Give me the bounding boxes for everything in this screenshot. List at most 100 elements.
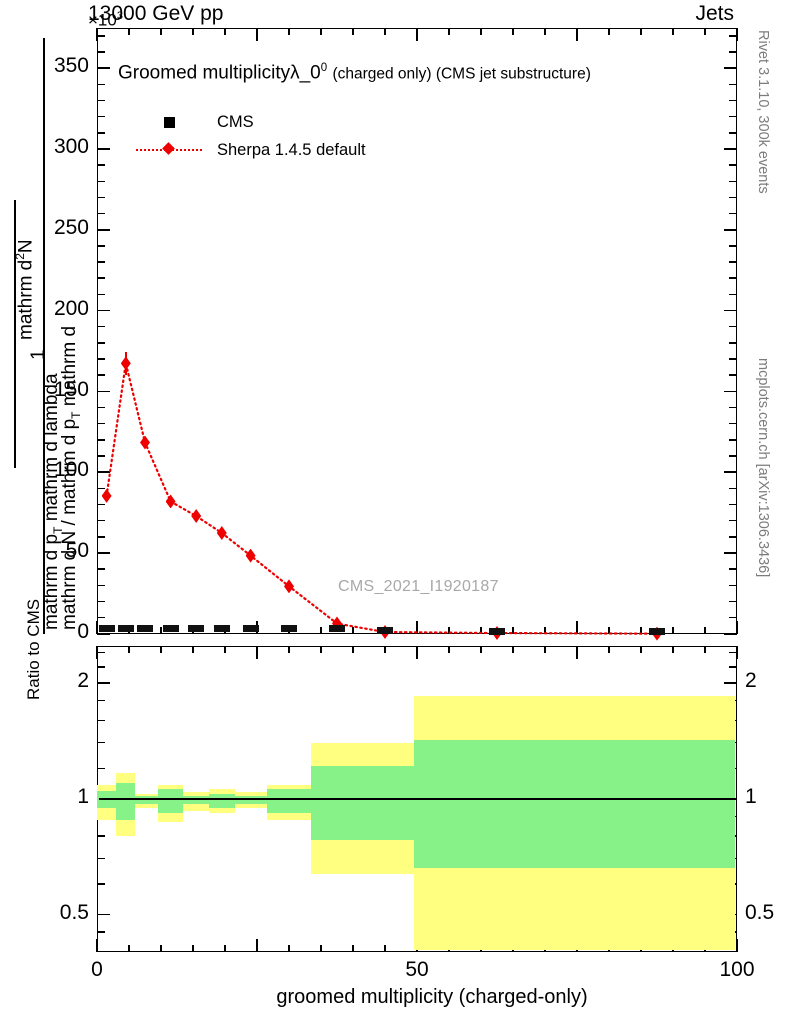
legend-item-cms[interactable]: CMS xyxy=(133,108,366,136)
y-tick-minor xyxy=(97,83,105,86)
y-tick-major xyxy=(97,552,110,554)
y-tick-minor xyxy=(729,325,737,328)
legend-label: Sherpa 1.4.5 default xyxy=(217,140,366,159)
y-tick-minor xyxy=(97,261,105,263)
ratio-green-band xyxy=(209,794,235,808)
ratio-y-tick-minor xyxy=(97,857,105,860)
sherpa-data-point[interactable] xyxy=(332,616,342,631)
x-tick xyxy=(576,28,578,41)
sherpa-data-point[interactable] xyxy=(140,435,150,450)
cms-data-point[interactable] xyxy=(377,627,393,635)
y-tick-minor xyxy=(97,536,105,538)
y-tick-major xyxy=(724,633,737,635)
x-tick xyxy=(160,28,162,35)
cms-data-point[interactable] xyxy=(281,624,297,632)
x-tick xyxy=(672,627,674,634)
x-tick xyxy=(96,28,98,41)
ratio-y-tick-minor xyxy=(97,835,105,837)
sherpa-data-point[interactable] xyxy=(191,509,202,524)
diamond-marker-icon xyxy=(133,142,205,155)
y-tick-minor xyxy=(729,196,737,199)
cms-data-point[interactable] xyxy=(242,624,259,632)
ratio-y-tick-minor xyxy=(729,666,737,668)
ratio-green-band xyxy=(116,783,136,821)
cms-data-point[interactable] xyxy=(188,624,205,632)
x-tick xyxy=(256,939,258,952)
x-tick xyxy=(128,646,130,653)
ratio-y-tick-label: 0.5 xyxy=(59,900,89,924)
y-tick-minor xyxy=(729,600,737,603)
sherpa-data-point[interactable] xyxy=(165,494,176,509)
x-tick xyxy=(608,28,610,35)
ratio-y-tick-label: 2 xyxy=(745,669,757,693)
y-tick-minor xyxy=(97,519,105,522)
ratio-y-tick-minor xyxy=(97,931,105,933)
y-tick-minor xyxy=(729,406,737,409)
y-tick-minor xyxy=(729,503,737,506)
x-tick xyxy=(704,646,706,653)
y-tick-major xyxy=(724,552,737,554)
y-tick-minor xyxy=(729,180,737,183)
x-tick xyxy=(448,28,450,35)
y-tick-minor xyxy=(729,584,737,587)
sherpa-data-point[interactable] xyxy=(120,356,131,371)
legend-item-sherpa[interactable]: Sherpa 1.4.5 default xyxy=(133,136,366,164)
y-tick-major xyxy=(97,471,110,473)
ratio-y-tick-label: 1 xyxy=(745,785,757,808)
cms-data-point[interactable] xyxy=(137,624,153,632)
x-tick xyxy=(544,28,546,35)
cms-data-point[interactable] xyxy=(117,624,134,632)
ratio-y-tick-minor xyxy=(97,741,105,744)
x-tick xyxy=(160,945,162,952)
legend: CMS Sherpa 1.4.5 default xyxy=(133,108,366,164)
ratio-reference-line xyxy=(98,798,736,800)
cms-data-point[interactable] xyxy=(98,624,115,632)
page-title: Groomed multiplicityλ_00 (charged only) … xyxy=(118,62,591,84)
x-tick xyxy=(352,28,354,35)
y-tick-major xyxy=(97,309,110,312)
y-tick-minor xyxy=(97,600,105,603)
y-tick-minor xyxy=(729,536,737,538)
y-tick-minor xyxy=(97,406,105,409)
y-tick-minor xyxy=(729,245,737,247)
cms-data-point[interactable] xyxy=(649,627,665,635)
x-tick xyxy=(352,646,354,653)
ratio-y-tick-minor xyxy=(97,883,105,885)
y-tick-label: 300 xyxy=(53,135,89,159)
y-tick-major xyxy=(97,390,110,393)
sherpa-data-point[interactable] xyxy=(284,579,294,594)
cms-data-point[interactable] xyxy=(489,627,505,635)
y-tick-minor xyxy=(729,293,737,296)
x-tick xyxy=(96,646,98,659)
x-tick xyxy=(224,28,226,35)
x-tick xyxy=(224,646,226,653)
x-tick xyxy=(384,28,386,35)
y-tick-minor xyxy=(97,196,105,199)
sherpa-data-point[interactable] xyxy=(216,526,227,540)
x-tick-label: 100 xyxy=(719,958,755,981)
cms-data-point[interactable] xyxy=(329,624,345,632)
x-tick xyxy=(736,939,738,952)
sherpa-data-point[interactable] xyxy=(101,488,112,503)
y-tick-minor xyxy=(97,164,105,166)
ratio-y-tick-label: 1 xyxy=(77,785,89,808)
y-tick-label: 200 xyxy=(53,296,89,320)
ratio-green-band xyxy=(311,765,414,841)
y-tick-minor xyxy=(729,51,737,53)
y-tick-minor xyxy=(97,212,105,215)
y-tick-label: 50 xyxy=(65,539,89,563)
y-tick-minor xyxy=(97,358,105,360)
y-tick-label: 0 xyxy=(77,620,89,643)
x-tick xyxy=(416,646,418,659)
cms-data-point[interactable] xyxy=(162,624,179,632)
sherpa-data-point[interactable] xyxy=(245,548,256,563)
y-tick-minor xyxy=(97,503,105,506)
x-tick xyxy=(288,28,290,35)
legend-label: CMS xyxy=(217,112,254,131)
y-tick-minor xyxy=(97,35,105,37)
beam-energy-label: 13000 GeV pp xyxy=(88,2,224,25)
cms-data-point[interactable] xyxy=(213,624,230,632)
y-tick-minor xyxy=(729,455,737,457)
x-tick xyxy=(224,945,226,952)
